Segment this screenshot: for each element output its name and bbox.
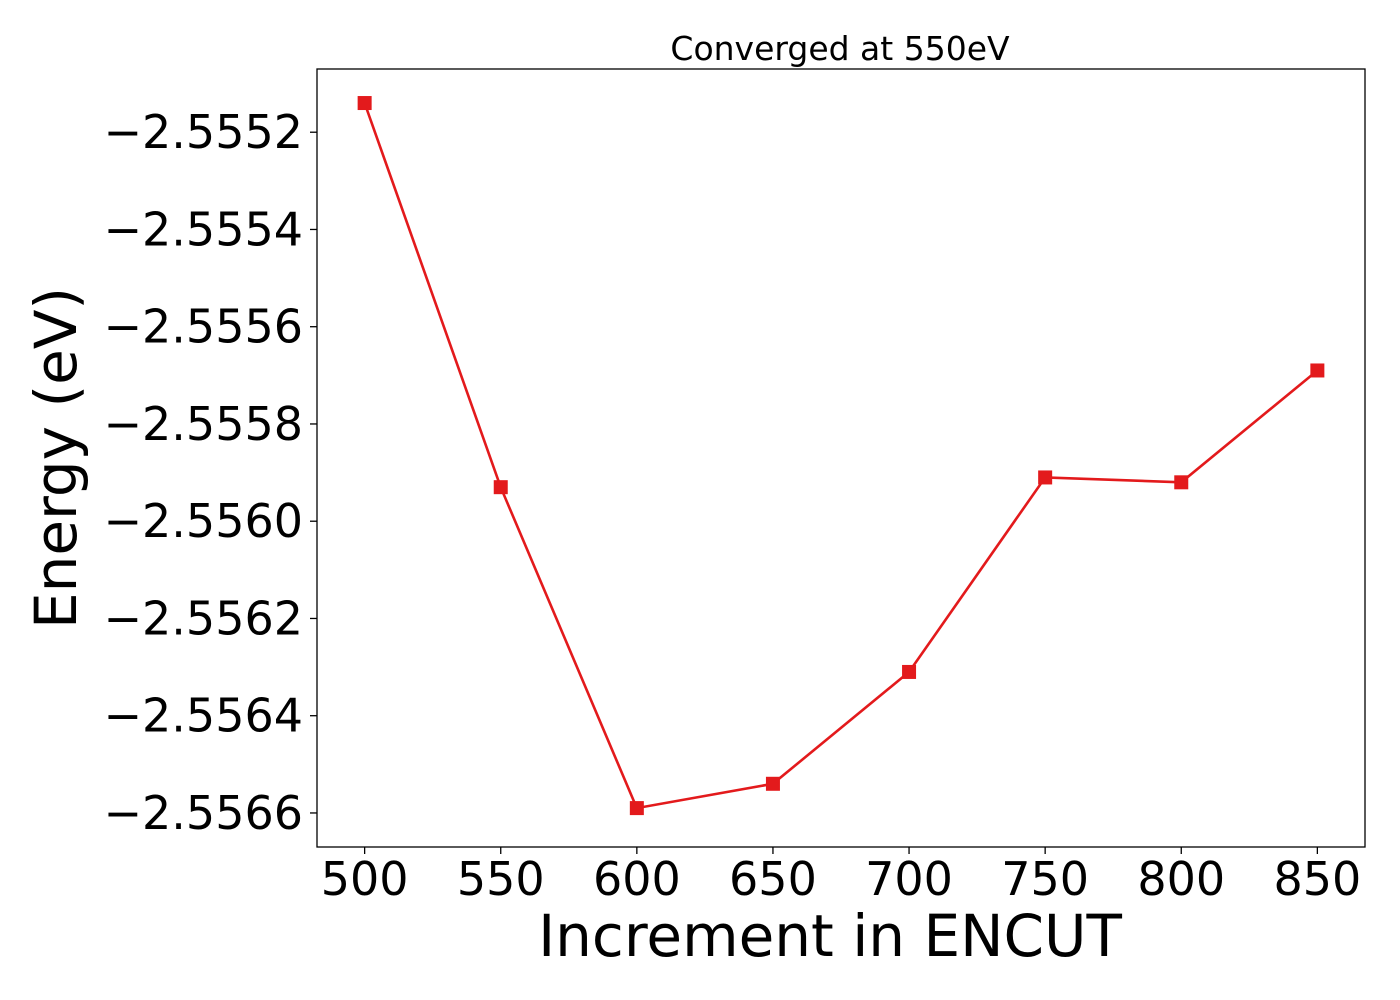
data-point	[902, 664, 917, 679]
data-point	[357, 96, 372, 111]
x-tick-label: 550	[457, 852, 545, 906]
y-tick-label: −2.5566	[104, 786, 304, 840]
x-tick-label: 650	[729, 852, 817, 906]
x-axis: 500 550 600 650 700 750 800 850	[321, 847, 1361, 906]
y-tick-label: −2.5556	[104, 300, 304, 354]
chart-title: Converged at 550eV	[670, 29, 1010, 68]
y-tick-label: −2.5558	[104, 397, 304, 451]
x-tick-label: 500	[321, 852, 409, 906]
data-point	[1310, 363, 1325, 378]
data-point	[493, 480, 508, 495]
x-tick-label: 600	[593, 852, 681, 906]
series-layer	[357, 96, 1325, 816]
x-tick-label: 850	[1273, 852, 1361, 906]
y-tick-label: −2.5564	[104, 689, 304, 743]
y-axis-title: Energy (eV)	[22, 287, 90, 629]
x-tick-label: 750	[1001, 852, 1089, 906]
data-point	[765, 776, 780, 791]
series-line	[363, 102, 1319, 810]
plot-area	[316, 68, 1366, 848]
y-axis: −2.5552 −2.5554 −2.5556 −2.5558 −2.5560 −2.55…	[104, 105, 317, 840]
x-axis-title: Increment in ENCUT	[538, 902, 1122, 970]
y-tick-label: −2.5554	[104, 202, 304, 256]
data-point	[629, 801, 644, 816]
y-tick-label: −2.5562	[104, 591, 304, 645]
data-point	[1174, 475, 1189, 490]
x-tick-label: 700	[865, 852, 953, 906]
y-tick-label: −2.5552	[104, 105, 304, 159]
data-point	[1038, 470, 1053, 485]
x-tick-label: 800	[1137, 852, 1225, 906]
y-tick-label: −2.5560	[104, 494, 304, 548]
